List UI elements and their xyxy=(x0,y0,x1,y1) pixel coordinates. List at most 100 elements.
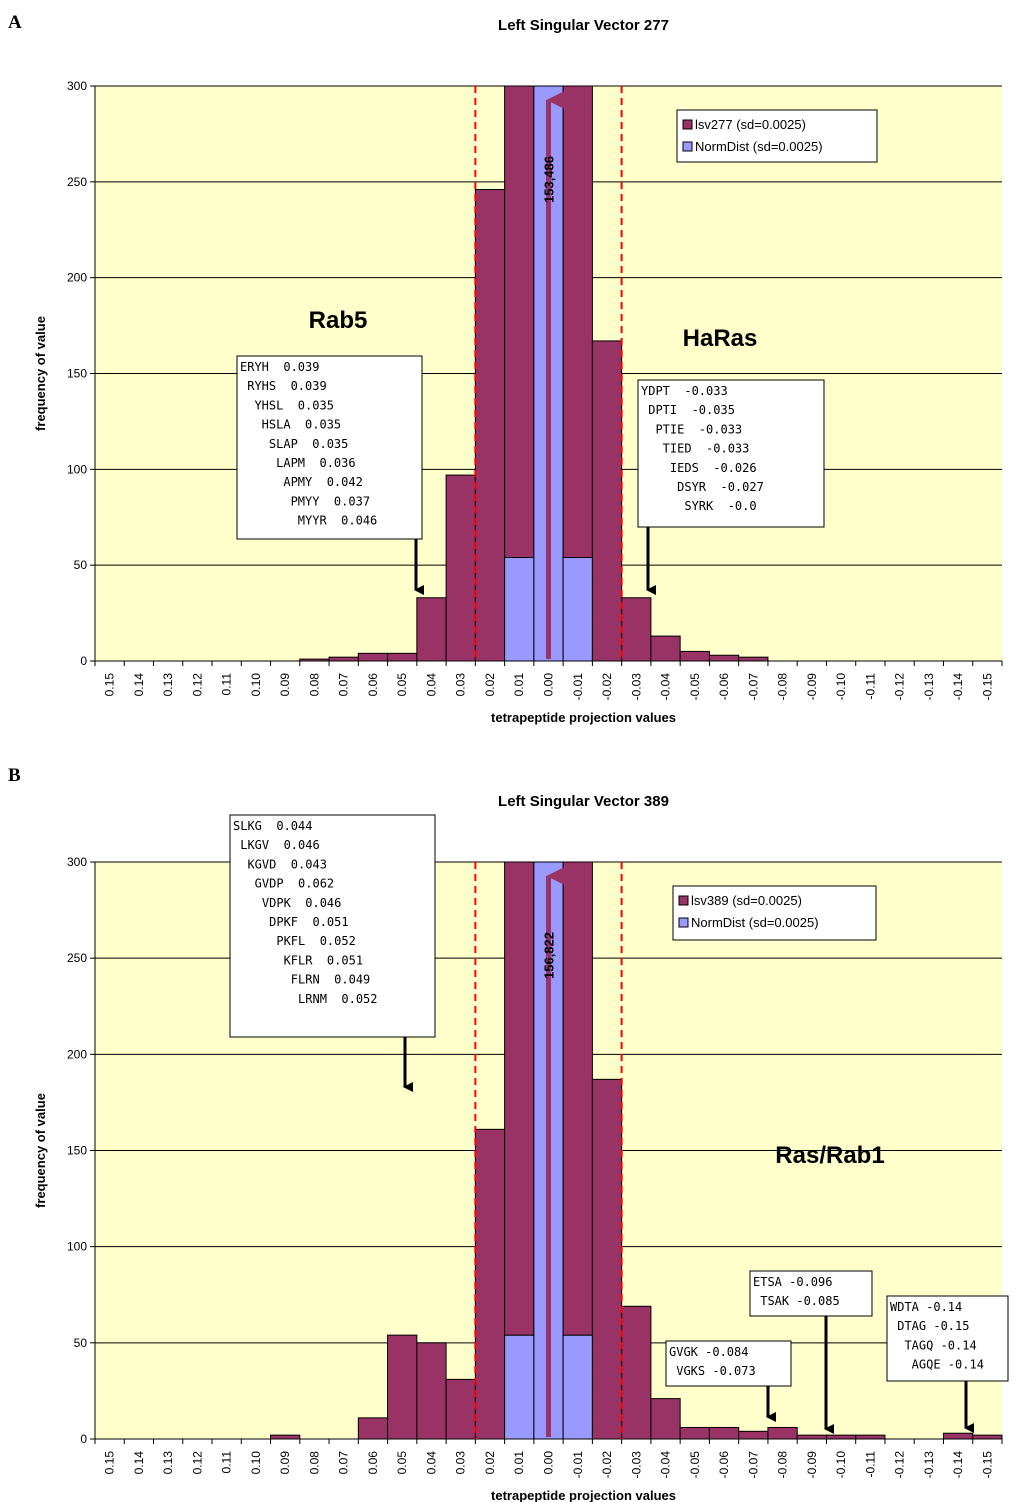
peptide-box-line: HSLA 0.035 xyxy=(240,418,341,432)
peak-value-label: 156,822 xyxy=(542,932,557,979)
x-tick-label: -0.09 xyxy=(805,673,819,701)
x-tick-label: 0.08 xyxy=(307,1451,321,1475)
x-tick-label: 0.11 xyxy=(220,673,234,696)
y-tick-label: 250 xyxy=(67,951,87,965)
x-tick-label: -0.03 xyxy=(629,673,643,701)
y-axis-label: frequency of value xyxy=(33,316,48,431)
x-tick-label: -0.14 xyxy=(951,673,965,701)
peptide-box-line: DSYR -0.027 xyxy=(641,480,764,494)
x-tick-label: -0.06 xyxy=(717,673,731,701)
peptide-box xyxy=(665,1340,792,1387)
x-tick-label: 0.04 xyxy=(424,1451,438,1475)
y-tick-label: 50 xyxy=(74,1336,88,1350)
bar-series xyxy=(767,1426,798,1440)
x-tick-label: -0.10 xyxy=(834,1451,848,1479)
peptide-box-line: KFLR 0.051 xyxy=(233,953,363,967)
x-tick-label: 0.05 xyxy=(395,673,409,697)
peptide-box-line: SLAP 0.035 xyxy=(240,437,348,451)
bar-series xyxy=(504,861,535,1336)
x-tick-label: 0.03 xyxy=(454,673,468,697)
region-annotation: Ras/Rab1 xyxy=(775,1142,884,1169)
peptide-box-line: AGQE -0.14 xyxy=(890,1358,984,1372)
peptide-box-line: PMYY 0.037 xyxy=(240,494,370,508)
legend-box xyxy=(676,109,878,163)
x-tick-label: 0.14 xyxy=(132,673,146,697)
peptide-box xyxy=(229,814,436,1038)
peptide-box-line: YDPT -0.033 xyxy=(641,384,728,398)
x-tick-label: 0.09 xyxy=(278,1451,292,1475)
legend-label: lsv389 (sd=0.0025) xyxy=(691,893,802,908)
peptide-box-line: TAGQ -0.14 xyxy=(890,1338,977,1352)
legend-label: lsv277 (sd=0.0025) xyxy=(695,117,806,132)
bar-series xyxy=(387,652,418,662)
bar-series xyxy=(972,1434,1003,1440)
bar-series xyxy=(942,1432,974,1440)
bar-series xyxy=(738,1430,769,1440)
peptide-box-line: DPTI -0.035 xyxy=(641,403,735,417)
peptide-box xyxy=(637,379,825,528)
legend-swatch xyxy=(678,895,689,906)
peptide-box-line: LKGV 0.046 xyxy=(233,838,320,852)
peptide-box-line: YHSL 0.035 xyxy=(240,398,334,412)
x-tick-label: -0.06 xyxy=(717,1451,731,1479)
y-tick-label: 300 xyxy=(67,79,87,93)
x-axis-label: tetrapeptide projection values xyxy=(491,1488,676,1502)
panel-letter-b: B xyxy=(8,765,21,786)
y-tick-label: 200 xyxy=(67,271,87,285)
bar-series xyxy=(621,597,652,662)
peptide-box-line: TSAK -0.085 xyxy=(753,1294,840,1308)
x-tick-label: 0.13 xyxy=(161,673,175,697)
bar-series xyxy=(357,652,389,662)
x-tick-label: 0.07 xyxy=(337,673,351,697)
peptide-box-line: WDTA -0.14 xyxy=(890,1300,962,1314)
peptide-box-line: ETSA -0.096 xyxy=(753,1275,832,1289)
x-tick-label: -0.07 xyxy=(746,1451,760,1479)
legend-swatch xyxy=(682,141,693,152)
bar-series xyxy=(650,1398,681,1440)
x-tick-label: 0.12 xyxy=(190,673,204,697)
bar-series xyxy=(825,1434,857,1440)
legend-swatch xyxy=(682,119,693,130)
bar-series xyxy=(562,85,593,558)
x-tick-label: 0.12 xyxy=(190,1451,204,1475)
peptide-box-line: GVDP 0.062 xyxy=(233,877,334,891)
peptide-box-line: IEDS -0.026 xyxy=(641,461,757,475)
x-tick-label: -0.01 xyxy=(571,1451,585,1479)
x-tick-label: 0.07 xyxy=(337,1451,351,1475)
bar-series xyxy=(387,1334,418,1440)
peptide-box-line: PKFL 0.052 xyxy=(233,934,356,948)
bar-series xyxy=(591,1078,623,1440)
bar-series xyxy=(270,1434,301,1440)
bar-series xyxy=(679,1426,710,1440)
x-tick-label: 0.11 xyxy=(220,1451,234,1474)
y-tick-label: 200 xyxy=(67,1047,87,1061)
x-tick-label: -0.13 xyxy=(922,673,936,701)
x-tick-label: -0.08 xyxy=(776,1451,790,1479)
bar-series xyxy=(562,861,593,1336)
bar-series xyxy=(650,635,681,662)
x-tick-label: -0.13 xyxy=(922,1451,936,1479)
x-tick-label: 0.14 xyxy=(132,1451,146,1475)
peptide-box-line: KGVD 0.043 xyxy=(233,857,327,871)
legend-label: NormDist (sd=0.0025) xyxy=(695,139,823,154)
legend-label: NormDist (sd=0.0025) xyxy=(691,915,819,930)
bar-normdist xyxy=(504,1334,535,1440)
bar-series xyxy=(416,597,447,662)
x-tick-label: -0.12 xyxy=(893,1451,907,1479)
peptide-box-line: SYRK -0.0 xyxy=(641,499,757,513)
x-tick-label: 0.02 xyxy=(483,1451,497,1475)
histogram-chart-a: 0 50 100 150 200 250 300 0.15 0.14 0.13 0.12 0.11 0.… xyxy=(33,17,1003,725)
x-tick-label: -0.11 xyxy=(863,1451,877,1478)
x-tick-label: 0.13 xyxy=(161,1451,175,1475)
bar-series xyxy=(474,1128,506,1440)
y-tick-label: 250 xyxy=(67,175,87,189)
peptide-box-line: RYHS 0.039 xyxy=(240,379,327,393)
x-tick-label: 0.00 xyxy=(542,673,556,697)
x-tick-label: -0.10 xyxy=(834,673,848,701)
x-tick-label: 0.01 xyxy=(512,673,526,697)
bar-normdist xyxy=(504,557,535,662)
bar-series xyxy=(416,1342,447,1440)
bar-series xyxy=(445,474,476,662)
x-tick-label: 0.01 xyxy=(512,1451,526,1475)
x-tick-label: 0.08 xyxy=(307,673,321,697)
